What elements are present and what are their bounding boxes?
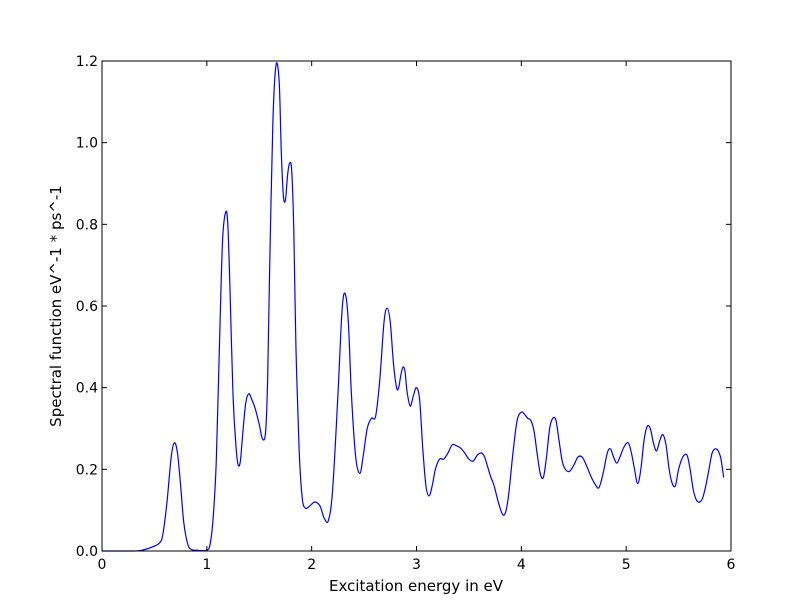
y-tick-label: 0.2	[76, 462, 98, 478]
y-tick-label: 0.6	[76, 299, 98, 315]
x-tick-label: 0	[98, 557, 107, 573]
x-tick-label: 4	[517, 557, 526, 573]
x-tick-label: 2	[307, 557, 316, 573]
series-line-0	[102, 62, 725, 552]
y-tick-label: 0.8	[76, 217, 98, 233]
plot-area	[102, 62, 725, 552]
axes: 0 1 2 3 4 5 6 0.0 0.2 0.4 0.6 0.8 1.0 1.2	[76, 54, 736, 573]
y-tick-label: 0.4	[76, 381, 98, 397]
y-tick-label: 1.2	[76, 54, 98, 70]
x-tick-label: 1	[202, 557, 211, 573]
x-axis-label: Excitation energy in eV	[329, 577, 504, 595]
y-tick-label: 1.0	[76, 136, 98, 152]
x-tick-label: 6	[727, 557, 736, 573]
x-tick-label: 3	[412, 557, 421, 573]
x-tick-label: 5	[622, 557, 631, 573]
y-axis-label: Spectral function eV^-1 * ps^-1	[47, 185, 65, 427]
y-tick-label: 0.0	[76, 544, 98, 560]
